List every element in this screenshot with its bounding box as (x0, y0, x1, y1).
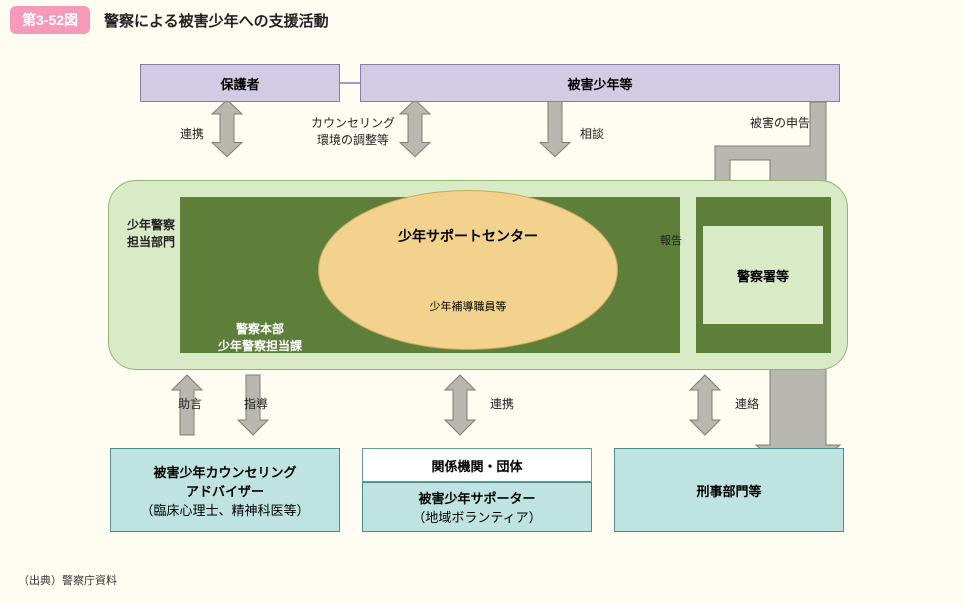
lbl-adv3: （臨床心理士、精神科医等） (140, 500, 309, 519)
lbl-renkei: 連携 (180, 125, 204, 142)
support-center-ellipse: 少年サポートセンター 少年補導職員等 (318, 190, 618, 350)
lbl-dept2: 担当部門 (127, 235, 175, 249)
page-root: 第3-52図 警察による被害少年への支援活動 (0, 0, 964, 604)
lbl-hq1: 警察本部 (236, 322, 284, 336)
police-station: 警察署等 (702, 225, 824, 325)
label-guardian: 保護者 (220, 74, 259, 93)
lbl-adv2: アドバイザー (186, 481, 264, 500)
lbl-dept1: 少年警察 (127, 218, 175, 232)
lbl-counseling-2: 環境の調整等 (317, 133, 389, 147)
lbl-hq: 警察本部 少年警察担当課 (200, 320, 320, 354)
box-guardian: 保護者 (140, 64, 340, 102)
lbl-shinkoku: 被害の申告 (750, 114, 810, 131)
lbl-counseling: カウンセリング 環境の調整等 (308, 114, 398, 148)
lbl-counseling-1: カウンセリング (311, 116, 395, 130)
lbl-orgb2: （地域ボランティア） (412, 507, 541, 526)
lbl-center-sub: 少年補導職員等 (430, 298, 507, 314)
lbl-soudan: 相談 (580, 125, 604, 142)
lbl-center: 少年サポートセンター (398, 226, 538, 246)
source-text: （出典）警察庁資料 (18, 572, 117, 588)
box-victim: 被害少年等 (360, 64, 840, 102)
lbl-renraku: 連絡 (735, 395, 759, 412)
lbl-orgb1: 被害少年サポーター (418, 488, 535, 507)
label-victim: 被害少年等 (567, 74, 632, 93)
lbl-renkei2: 連携 (490, 395, 514, 412)
lbl-org-top: 関係機関・団体 (431, 456, 522, 475)
lbl-houkoku: 報告 (660, 232, 682, 248)
lbl-dept: 少年警察 担当部門 (116, 216, 186, 250)
box-org-bot: 被害少年サポーター （地域ボランティア） (362, 482, 592, 532)
box-criminal: 刑事部門等 (614, 448, 844, 532)
lbl-adv1: 被害少年カウンセリング (153, 462, 296, 481)
lbl-shidou: 指導 (244, 395, 268, 412)
box-org-wrap: 関係機関・団体 被害少年サポーター （地域ボランティア） (362, 448, 592, 532)
lbl-station: 警察署等 (737, 266, 789, 285)
box-org-top: 関係機関・団体 (362, 448, 592, 482)
lbl-jogen: 助言 (178, 395, 202, 412)
box-advisor: 被害少年カウンセリング アドバイザー （臨床心理士、精神科医等） (110, 448, 340, 532)
lbl-hq2: 少年警察担当課 (218, 339, 302, 353)
lbl-criminal: 刑事部門等 (696, 481, 761, 500)
